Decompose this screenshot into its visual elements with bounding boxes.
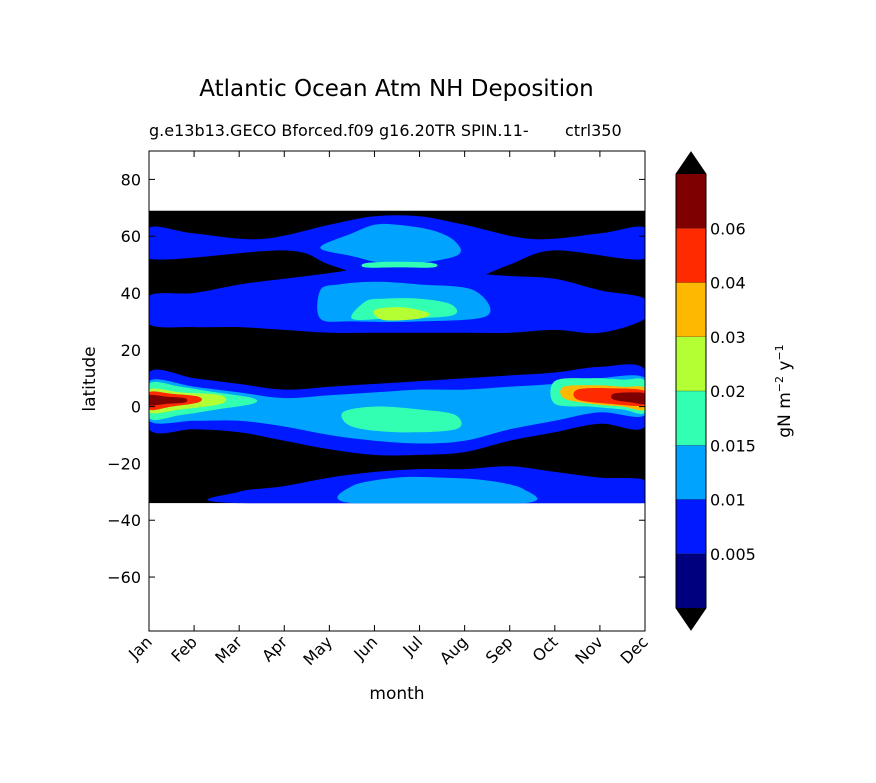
x-tick-label: Aug (436, 632, 472, 668)
plot-frame (148, 150, 646, 632)
colorbar-segment (676, 282, 706, 337)
colorbar-segment (676, 445, 706, 500)
y-tick-label: 20 (121, 341, 141, 360)
colorbar-tick-label: 0.01 (710, 491, 746, 510)
y-axis-label: latitude (80, 346, 100, 411)
x-tick-label: Sep (482, 632, 517, 667)
colorbar-tick-label: 0.015 (710, 436, 756, 455)
x-tick-label: May (299, 632, 336, 669)
colorbar-tick-label: 0.005 (710, 545, 756, 564)
colorbar-over-triangle (676, 152, 706, 174)
colorbar-tick-label: 0.03 (710, 328, 746, 347)
colorbar-segment (676, 553, 706, 608)
colorbar-segment (676, 174, 706, 229)
x-axis-label: month (369, 684, 424, 704)
colorbar-outline (675, 151, 707, 631)
y-tick-label: 80 (121, 170, 141, 189)
y-tick-label: 40 (121, 284, 141, 303)
x-tick-label: Mar (211, 632, 246, 667)
chart-title: Atlantic Ocean Atm NH Deposition (199, 76, 594, 102)
colorbar-label: gN m−2 y−1 (773, 344, 795, 437)
y-tick-label: 60 (121, 227, 141, 246)
contour-northern-max-upper (320, 223, 461, 265)
y-tick-label: −20 (107, 454, 141, 473)
contour-december-core (611, 392, 645, 405)
x-tick-label: Jul (399, 632, 427, 660)
colorbar-segment (676, 336, 706, 391)
colorbar-segment (676, 391, 706, 446)
colorbar-segment (676, 499, 706, 554)
chart-subtitle-left: g.e13b13.GECO Bforced.f09 g16.20TR SPIN.… (149, 121, 529, 140)
contour-plot (149, 210, 645, 504)
x-tick-label: Dec (616, 632, 651, 667)
chart-subtitle-right: ctrl350 (565, 121, 622, 140)
colorbar-under-triangle (676, 608, 706, 630)
contour-southern-inner (337, 476, 538, 504)
y-tick-label: −40 (107, 511, 141, 530)
colorbar-tick-label: 0.06 (710, 219, 746, 238)
colorbar: 0.005 0.01 0.015 0.02 0.03 0.04 0.06 gN m−2 y−1 (675, 151, 795, 631)
contour-northern-max-peak (373, 307, 430, 321)
x-tick-label: Feb (167, 632, 200, 665)
y-tick-label: −60 (107, 568, 141, 587)
colorbar-tick-label: 0.02 (710, 382, 746, 401)
x-tick-label: Jan (124, 632, 156, 664)
x-tick-label: Jun (349, 632, 381, 664)
y-tick-label: 0 (131, 398, 141, 417)
colorbar-tick-label: 0.04 (710, 274, 746, 293)
contour-northern-max-band (361, 261, 438, 268)
contour-january-core (149, 394, 188, 406)
x-tick-label: Oct (529, 632, 562, 665)
x-tick-label: Nov (571, 632, 607, 668)
contour-equatorial-core-jun (341, 406, 462, 433)
colorbar-segment (676, 228, 706, 283)
x-tick-label: Apr (258, 632, 291, 665)
